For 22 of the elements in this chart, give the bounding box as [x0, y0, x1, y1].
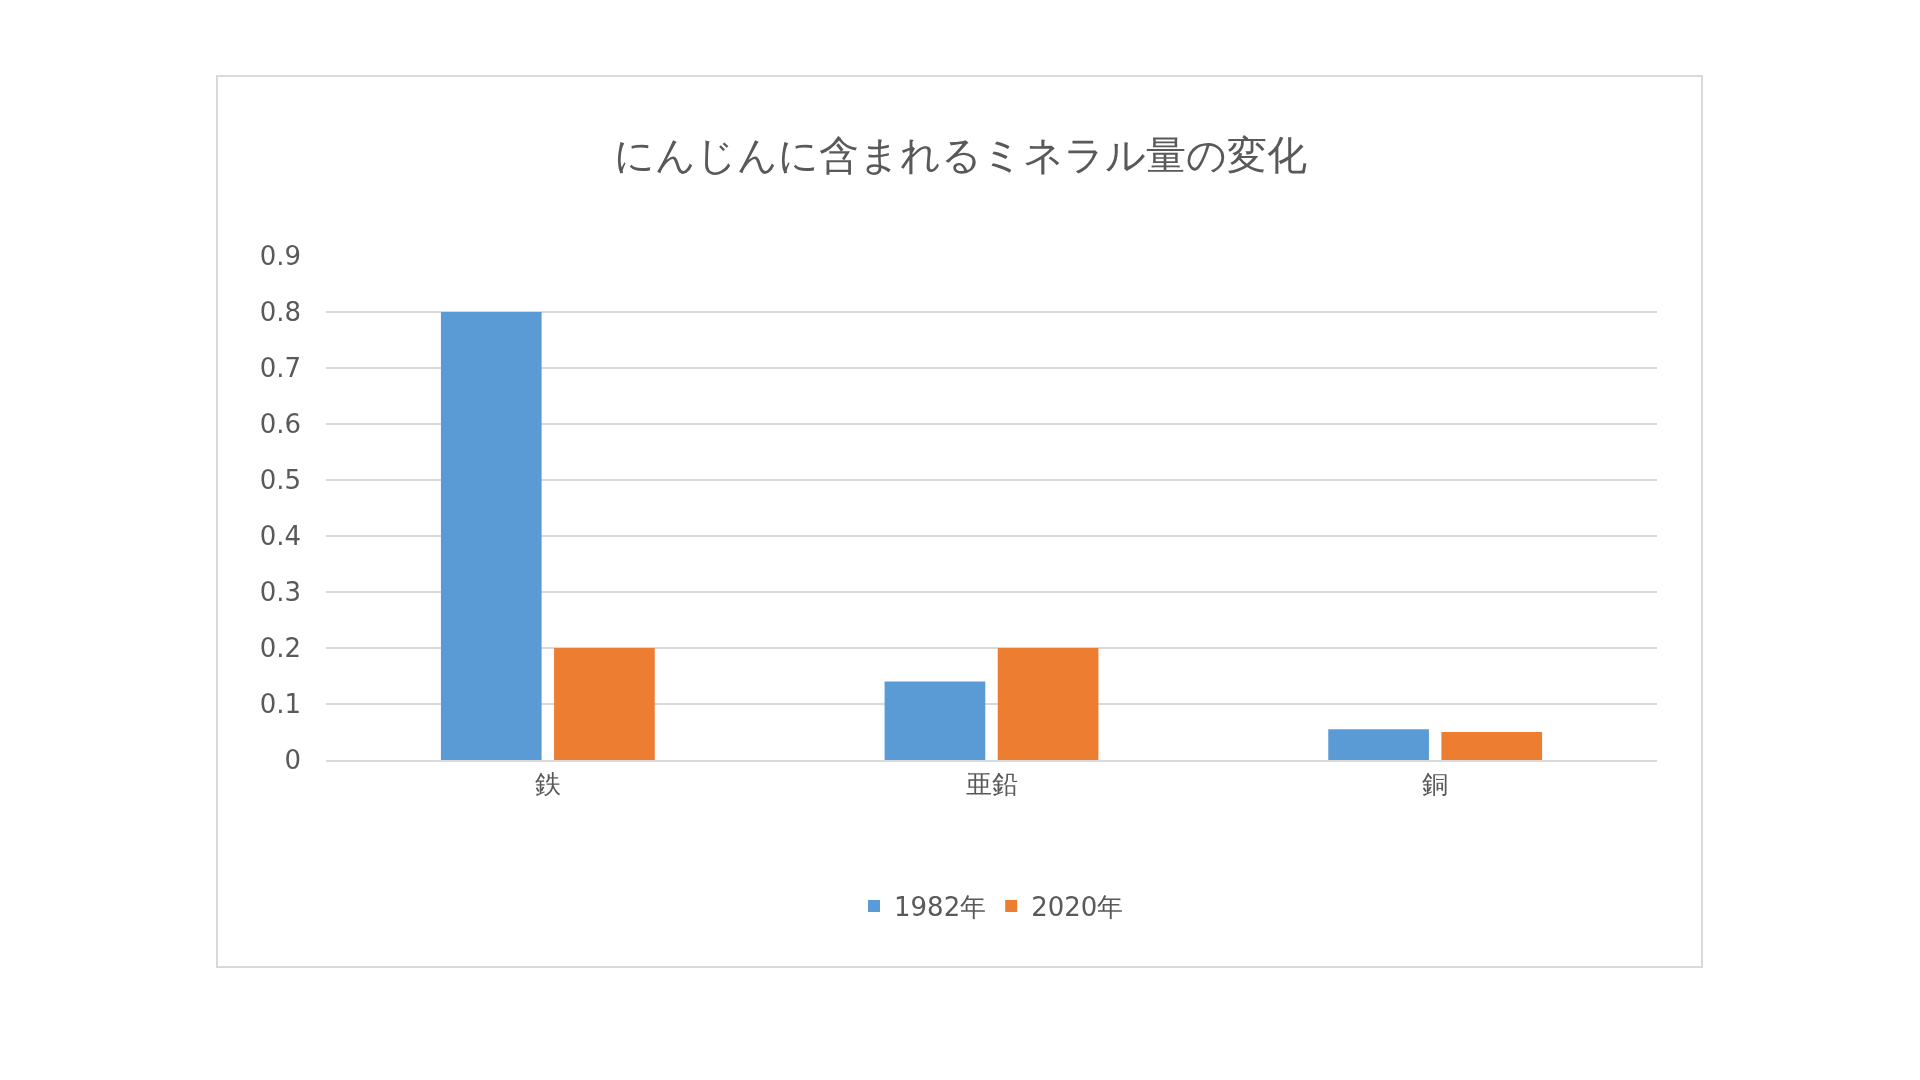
bar: [1441, 732, 1543, 760]
bar: [440, 312, 542, 760]
legend-label: 2020年: [1031, 892, 1124, 923]
y-tick-label: 0.3: [259, 577, 301, 608]
bar: [554, 648, 655, 760]
y-tick-label: 0.6: [259, 409, 301, 440]
y-tick-label: 0.7: [259, 353, 301, 384]
bar: [1328, 729, 1429, 760]
legend-label: 1982年: [894, 892, 987, 923]
y-tick-label: 0: [284, 745, 301, 776]
y-tick-label: 0.8: [259, 297, 301, 328]
x-tick-label: 鉄: [534, 769, 561, 800]
y-tick-label: 0.1: [259, 689, 301, 720]
x-tick-label: 銅: [1422, 769, 1449, 800]
x-tick-label: 亜鉛: [965, 769, 1018, 800]
chart-title: にんじんに含まれるミネラル量の変化: [613, 132, 1307, 178]
bar: [884, 681, 986, 760]
y-tick-label: 0.5: [259, 465, 301, 496]
y-tick-label: 0.2: [259, 633, 301, 664]
y-tick-label: 0.4: [259, 521, 301, 552]
bar: [997, 648, 1099, 760]
y-tick-label: 0.9: [259, 241, 301, 272]
